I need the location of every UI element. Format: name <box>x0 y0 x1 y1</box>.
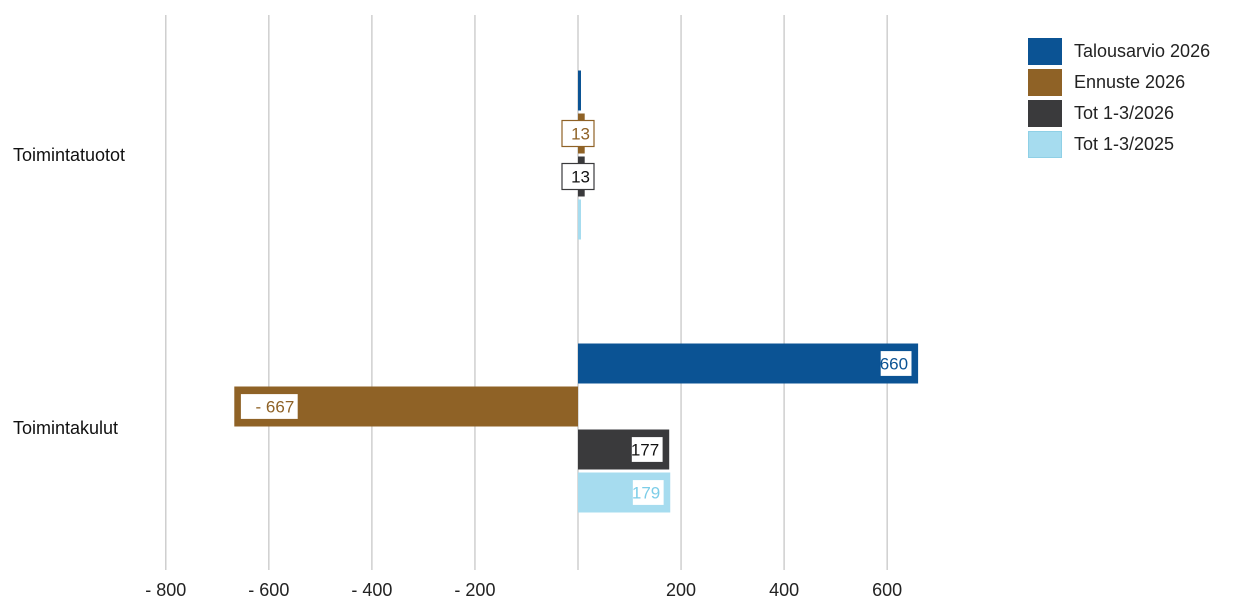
bar <box>578 70 581 111</box>
data-label-box <box>561 119 595 148</box>
data-labels: 13 13 660 - 667 177 179 <box>239 119 913 507</box>
legend-item-tot-1-3-2026: Tot 1-3/2026 <box>1028 98 1210 128</box>
x-tick-label: 200 <box>666 580 696 598</box>
legend-label: Tot 1-3/2025 <box>1074 133 1175 154</box>
data-label-box <box>879 349 913 378</box>
x-tick-label: 400 <box>769 580 799 598</box>
data-label: 13 <box>571 125 590 144</box>
legend-label: Ennuste 2026 <box>1074 71 1186 92</box>
x-tick-label: - 600 <box>248 580 289 598</box>
bar <box>578 343 919 384</box>
legend: Talousarvio 2026 Ennuste 2026 Tot 1-3/20… <box>1028 36 1210 160</box>
data-label-box <box>239 392 299 421</box>
data-label: 177 <box>631 441 659 460</box>
category-label: Toimintakulut <box>13 418 118 438</box>
data-label-box <box>630 435 664 464</box>
data-label: - 667 <box>256 398 295 417</box>
bar-chart: 13 13 660 - 667 177 179 - 800 - 600 - 400 - 200 2… <box>13 15 919 598</box>
x-tick-label: - 400 <box>351 580 392 598</box>
bar <box>578 199 581 240</box>
legend-swatch <box>1028 68 1062 96</box>
data-label-box <box>561 162 595 191</box>
legend-item-ennuste-2026: Ennuste 2026 <box>1028 67 1210 97</box>
data-label: 13 <box>571 168 590 187</box>
category-label: Toimintatuotot <box>13 145 125 165</box>
category-labels: Toimintatuotot Toimintakulut <box>13 145 125 438</box>
x-tick-label: - 200 <box>454 580 495 598</box>
legend-item-talousarvio-2026: Talousarvio 2026 <box>1028 36 1210 66</box>
data-label: 660 <box>880 355 908 374</box>
x-tick-label: 600 <box>872 580 902 598</box>
x-tick-label: - 800 <box>145 580 186 598</box>
data-label: 179 <box>632 484 660 503</box>
data-label-box <box>631 478 665 507</box>
legend-swatch <box>1028 37 1062 65</box>
legend-swatch <box>1028 130 1062 158</box>
legend-label: Tot 1-3/2026 <box>1074 102 1175 123</box>
legend-swatch <box>1028 99 1062 127</box>
gridlines <box>165 15 888 570</box>
x-tick-labels: - 800 - 600 - 400 - 200 200 400 600 <box>145 580 902 598</box>
legend-label: Talousarvio 2026 <box>1074 40 1211 61</box>
legend-item-tot-1-3-2025: Tot 1-3/2025 <box>1028 129 1210 159</box>
